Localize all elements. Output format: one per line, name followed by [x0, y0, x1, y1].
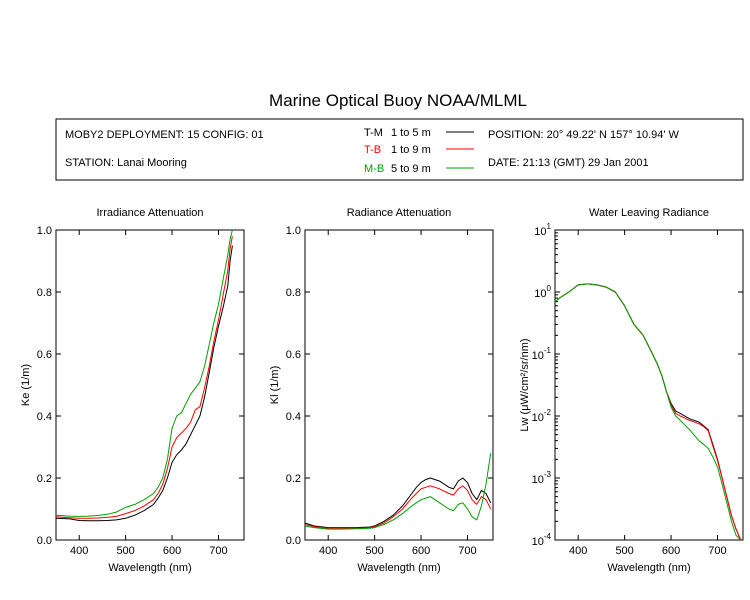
- date-text: DATE: 21:13 (GMT) 29 Jan 2001: [488, 157, 649, 169]
- water-leaving-panel: Water Leaving Radiance 400 500 600 700 101 100…: [519, 207, 744, 574]
- irradiance-y-axis-label: Ke (1/m): [20, 364, 32, 406]
- irradiance-y-tick-label: 0.6: [37, 349, 52, 361]
- irradiance-x-tick-label: 700: [209, 545, 227, 557]
- water-leaving-x-tick-label: 700: [708, 545, 726, 557]
- irradiance-x-axis-label: Wavelength (nm): [108, 562, 191, 574]
- legend-item-tm: T-M 1 to 5 m: [364, 127, 474, 139]
- station-text: STATION: Lanai Mooring: [65, 157, 187, 169]
- irradiance-series-t-b: [56, 236, 233, 519]
- irradiance-x-tick-label: 600: [163, 545, 181, 557]
- radiance-y-tick-label: 0.0: [286, 535, 301, 547]
- radiance-y-tick-label: 0.8: [286, 287, 301, 299]
- irradiance-x-tick-label: 400: [70, 545, 88, 557]
- water-leaving-y-tick-label: 101: [534, 222, 551, 238]
- water-leaving-title: Water Leaving Radiance: [589, 207, 709, 219]
- radiance-x-tick-label: 500: [365, 545, 383, 557]
- radiance-x-axis-label: Wavelength (nm): [357, 562, 440, 574]
- irradiance-y-tick-label: 1.0: [37, 225, 52, 237]
- irradiance-y-tick-label: 0.2: [37, 473, 52, 485]
- radiance-series-t-b: [305, 485, 492, 529]
- water-leaving-series-t-m: [555, 283, 742, 540]
- water-leaving-y-tick-label: 10-3: [532, 470, 552, 486]
- water-leaving-x-tick-label: 500: [615, 545, 633, 557]
- water-leaving-plot-frame: [554, 229, 744, 541]
- radiance-title: Radiance Attenuation: [347, 207, 452, 219]
- legend-code-tb: T-B: [364, 144, 381, 156]
- irradiance-plot-frame: [55, 229, 245, 541]
- info-box: [55, 118, 744, 181]
- legend-code-tm: T-M: [364, 127, 383, 139]
- deployment-text: MOBY2 DEPLOYMENT: 15 CONFIG: 01: [65, 129, 264, 141]
- radiance-x-tick-label: 400: [319, 545, 337, 557]
- irradiance-title: Irradiance Attenuation: [96, 207, 203, 219]
- legend-code-mb: M-B: [364, 163, 384, 175]
- legend: T-M 1 to 5 m T-B 1 to 9 m M-B 5 to 9 m: [364, 127, 474, 175]
- water-leaving-y-tick-label: 10-1: [532, 346, 552, 362]
- radiance-x-tick-label: 700: [458, 545, 476, 557]
- water-leaving-x-tick-label: 400: [569, 545, 587, 557]
- water-leaving-x-axis-label: Wavelength (nm): [607, 562, 690, 574]
- radiance-y-tick-label: 0.6: [286, 349, 301, 361]
- irradiance-y-tick-label: 0.0: [37, 535, 52, 547]
- radiance-plot-frame: [304, 229, 494, 541]
- irradiance-series-t-m: [56, 245, 233, 522]
- chart-panels: Irradiance Attenuation 400 500 600 700 0.0 0.2…: [20, 207, 744, 574]
- irradiance-y-tick-label: 0.8: [37, 287, 52, 299]
- water-leaving-series-t-b: [555, 283, 742, 540]
- irradiance-series-m-b: [56, 230, 233, 517]
- legend-item-tb: T-B 1 to 9 m: [364, 144, 474, 156]
- water-leaving-y-tick-label: 10-2: [532, 408, 552, 424]
- irradiance-y-tick-label: 0.4: [37, 411, 52, 423]
- radiance-panel: Radiance Attenuation 400 500 600 700 0.0 0.2 0.…: [269, 207, 494, 574]
- water-leaving-series-m-b: [555, 283, 742, 540]
- radiance-y-tick-label: 1.0: [286, 225, 301, 237]
- legend-range-tm: 1 to 5 m: [391, 127, 431, 139]
- radiance-y-tick-label: 0.4: [286, 411, 301, 423]
- water-leaving-y-axis-label: Lw (μW/cm²/sr/nm): [519, 338, 531, 431]
- radiance-y-axis-label: Kl (1/m): [269, 366, 281, 405]
- water-leaving-x-tick-label: 600: [662, 545, 680, 557]
- legend-item-mb: M-B 5 to 9 m: [364, 163, 474, 175]
- figure-title: Marine Optical Buoy NOAA/MLML: [269, 91, 527, 110]
- position-text: POSITION: 20° 49.22' N 157° 10.94' W: [488, 129, 680, 141]
- irradiance-panel: Irradiance Attenuation 400 500 600 700 0.0 0.2…: [20, 207, 245, 574]
- radiance-series-t-m: [305, 477, 492, 529]
- radiance-x-tick-label: 600: [412, 545, 430, 557]
- irradiance-x-tick-label: 500: [116, 545, 134, 557]
- legend-range-mb: 5 to 9 m: [391, 163, 431, 175]
- radiance-y-tick-label: 0.2: [286, 473, 301, 485]
- water-leaving-y-tick-label: 10-4: [532, 532, 552, 548]
- legend-range-tb: 1 to 9 m: [391, 144, 431, 156]
- radiance-series-m-b: [305, 453, 492, 530]
- water-leaving-y-tick-label: 100: [534, 284, 551, 300]
